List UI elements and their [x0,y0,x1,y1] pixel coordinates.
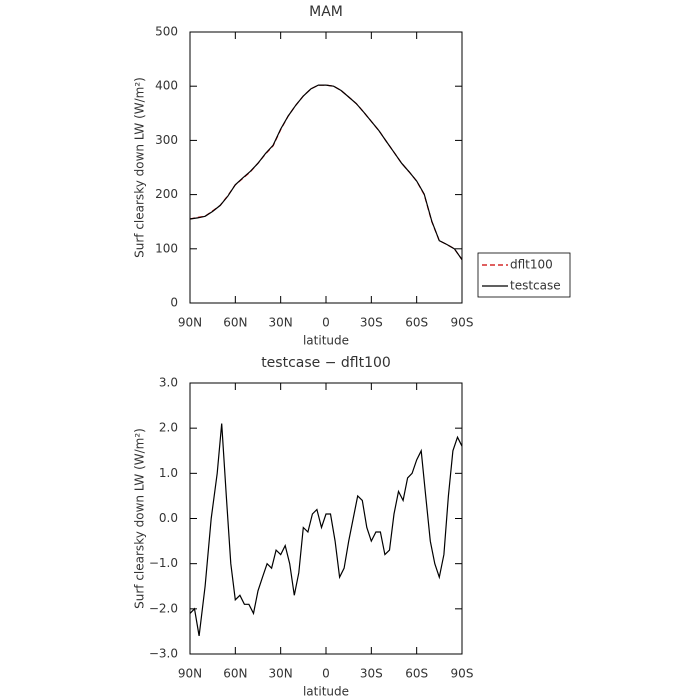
plot-frame [189,31,463,304]
y-tick-label: 300 [155,133,178,147]
y-tick-label: −1.0 [149,556,178,570]
series-line [189,84,463,260]
x-axis-label: latitude [303,334,349,348]
series-line [189,423,463,637]
plot-frame [189,382,463,655]
y-tick-label: 400 [155,79,178,93]
x-tick-label: 90N [178,667,202,681]
x-tick-label: 30S [360,667,383,681]
legend-label: testcase [510,279,561,293]
x-tick-label: 0 [322,667,330,681]
x-tick-label: 60N [223,316,247,330]
x-tick-label: 60N [223,667,247,681]
x-tick-label: 90S [451,667,474,681]
y-tick-label: −2.0 [149,601,178,615]
y-tick-label: 100 [155,241,178,255]
y-tick-label: 0 [170,296,178,310]
x-tick-label: 60S [405,667,428,681]
chart-title: testcase − dflt100 [261,355,391,371]
x-tick-label: 30N [269,667,293,681]
y-tick-label: 1.0 [159,466,178,480]
x-tick-label: 90S [451,316,474,330]
legend-label: dflt100 [510,258,553,272]
y-axis-label: Surf clearsky down LW (W/m²) [133,77,147,258]
x-tick-label: 30S [360,316,383,330]
y-tick-label: 2.0 [159,421,178,435]
x-tick-label: 60S [405,316,428,330]
y-tick-label: −3.0 [149,647,178,661]
x-tick-label: 0 [322,316,330,330]
y-tick-label: 0.0 [159,511,178,525]
y-tick-label: 500 [155,25,178,39]
x-axis-label: latitude [303,685,349,699]
series-line [189,84,463,260]
y-tick-label: 3.0 [159,376,178,390]
x-tick-label: 30N [269,316,293,330]
y-tick-label: 200 [155,187,178,201]
x-tick-label: 90N [178,316,202,330]
legend-box [477,252,571,298]
chart-title: MAM [309,4,343,20]
y-axis-label: Surf clearsky down LW (W/m²) [133,428,147,609]
